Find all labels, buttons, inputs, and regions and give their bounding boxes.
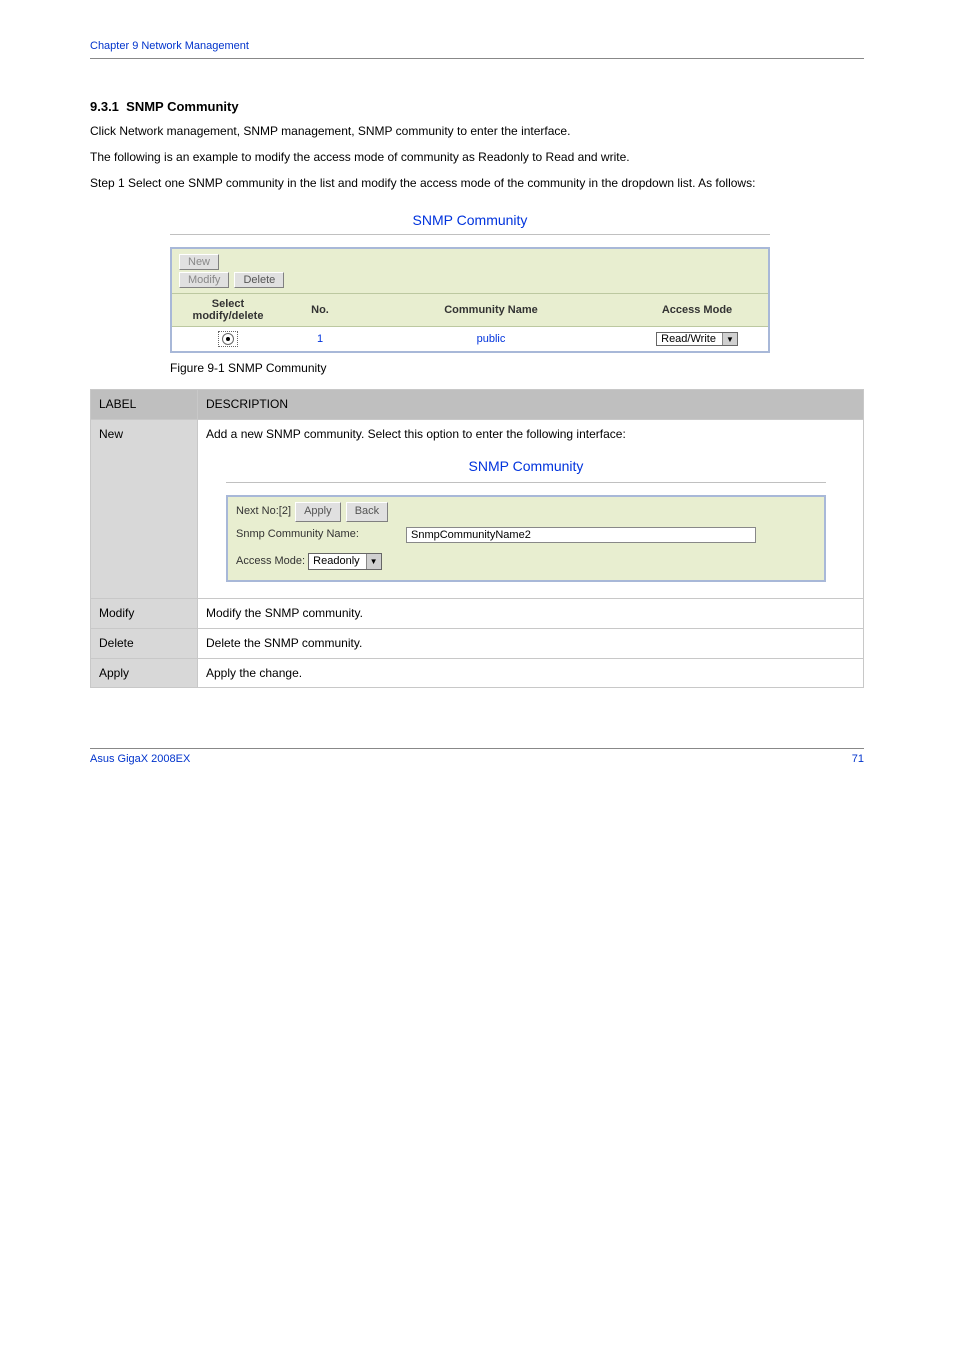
modify-button[interactable]: Modify <box>179 272 229 288</box>
def-apply-label: Apply <box>91 658 198 688</box>
def-delete-label: Delete <box>91 628 198 658</box>
community-table: Select modify/delete No. Community Name … <box>172 293 768 351</box>
section-title: 9.3.1 SNMP Community <box>90 99 864 114</box>
access-mode-label: Access Mode: <box>236 555 305 567</box>
intro-para-3: Step 1 Select one SNMP community in the … <box>90 174 864 192</box>
panel-title: SNMP Community <box>170 208 770 228</box>
access-mode-select-inner[interactable]: Readonly <box>308 553 381 570</box>
footer-left: Asus GigaX 2008EX <box>90 753 190 765</box>
apply-button[interactable]: Apply <box>295 502 341 521</box>
cell-name[interactable]: public <box>356 327 626 352</box>
def-header-desc: DESCRIPTION <box>198 390 864 420</box>
def-apply-desc: Apply the change. <box>198 658 864 688</box>
def-delete-desc: Delete the SNMP community. <box>198 628 864 658</box>
table-row: 1 public Read/Write <box>172 327 768 352</box>
figure-inner-screenshot: SNMP Community Next No:[2] Apply Back Sn… <box>226 453 826 582</box>
def-modify-desc: Modify the SNMP community. <box>198 599 864 629</box>
col-name: Community Name <box>356 294 626 327</box>
inner-panel-rule <box>226 482 826 483</box>
select-radio[interactable] <box>218 331 238 347</box>
col-select: Select modify/delete <box>172 294 284 327</box>
definitions-table: LABEL DESCRIPTION New Add a new SNMP com… <box>90 389 864 688</box>
footer-rule <box>90 748 864 749</box>
new-button[interactable]: New <box>179 254 219 270</box>
page-footer: Asus GigaX 2008EX 71 <box>90 753 864 765</box>
inner-panel-title: SNMP Community <box>226 453 826 477</box>
community-name-input[interactable]: SnmpCommunityName2 <box>406 527 756 543</box>
col-mode: Access Mode <box>626 294 768 327</box>
intro-para-2: The following is an example to modify th… <box>90 148 864 166</box>
figure-1-caption: Figure 9-1 SNMP Community <box>170 361 864 375</box>
def-new-desc: Add a new SNMP community. Select this op… <box>198 419 864 598</box>
chapter-header: Chapter 9 Network Management <box>90 40 864 52</box>
access-mode-select[interactable]: Read/Write <box>656 332 738 346</box>
cell-no: 1 <box>284 327 356 352</box>
figure-1-screenshot: SNMP Community New Modify Delete Select … <box>170 208 770 353</box>
footer-page-number: 71 <box>852 753 864 765</box>
intro-para-1: Click Network management, SNMP managemen… <box>90 122 864 140</box>
back-button[interactable]: Back <box>346 502 388 521</box>
header-rule <box>90 58 864 59</box>
def-header-label: LABEL <box>91 390 198 420</box>
panel-rule <box>170 234 770 235</box>
delete-button[interactable]: Delete <box>234 272 284 288</box>
def-modify-label: Modify <box>91 599 198 629</box>
next-no-label: Next No:[2] <box>236 505 291 517</box>
community-name-label: Snmp Community Name: <box>236 527 406 542</box>
col-no: No. <box>284 294 356 327</box>
def-new-label: New <box>91 419 198 598</box>
